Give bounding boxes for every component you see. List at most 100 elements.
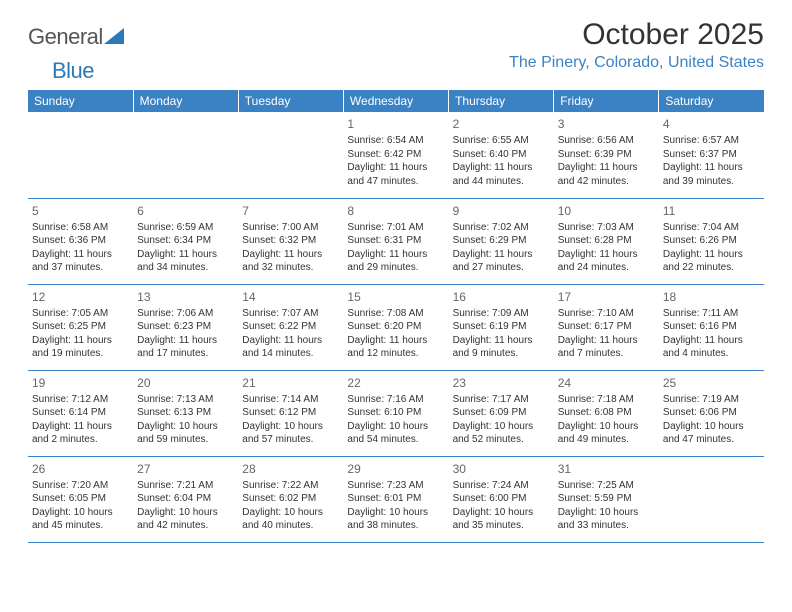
calendar-day-cell: 28 Sunrise: 7:22 AMSunset: 6:02 PMDayligh… xyxy=(238,456,343,542)
sunset-line: Sunset: 6:20 PM xyxy=(347,320,444,334)
daylight-line: Daylight: 11 hours and 7 minutes. xyxy=(558,334,655,361)
weekday-header: Monday xyxy=(133,90,238,112)
daylight-line: Daylight: 11 hours and 12 minutes. xyxy=(347,334,444,361)
day-number: 20 xyxy=(137,375,234,391)
logo: General xyxy=(28,24,126,50)
sunset-line: Sunset: 6:06 PM xyxy=(663,406,760,420)
day-number: 25 xyxy=(663,375,760,391)
logo-triangle-icon xyxy=(104,28,124,49)
calendar-week-row: 5Sunrise: 6:58 AMSunset: 6:36 PMDaylight… xyxy=(28,198,764,284)
daylight-line: Daylight: 10 hours and 57 minutes. xyxy=(242,420,339,447)
calendar-day-cell: 19Sunrise: 7:12 AMSunset: 6:14 PMDayligh… xyxy=(28,370,133,456)
day-number: 9 xyxy=(453,203,550,219)
daylight-line: Daylight: 11 hours and 17 minutes. xyxy=(137,334,234,361)
sunrise-line: Sunrise: 7:22 AM xyxy=(242,479,339,493)
calendar-week-row: 12Sunrise: 7:05 AMSunset: 6:25 PMDayligh… xyxy=(28,284,764,370)
calendar-day-cell xyxy=(659,456,764,542)
day-number: 16 xyxy=(453,289,550,305)
sunrise-line: Sunrise: 7:13 AM xyxy=(137,393,234,407)
calendar-day-cell: 20 Sunrise: 7:13 AMSunset: 6:13 PMDayligh… xyxy=(133,370,238,456)
logo-text-blue: Blue xyxy=(52,58,94,83)
calendar-day-cell: 9Sunrise: 7:02 AMSunset: 6:29 PMDaylight… xyxy=(449,198,554,284)
daylight-line: Daylight: 11 hours and 42 minutes. xyxy=(558,161,655,188)
calendar-day-cell: 1Sunrise: 6:54 AMSunset: 6:42 PMDaylight… xyxy=(343,112,448,198)
day-number: 28 xyxy=(242,461,339,477)
calendar-day-cell: 7 Sunrise: 7:00 AMSunset: 6:32 PMDaylight… xyxy=(238,198,343,284)
calendar-day-cell xyxy=(133,112,238,198)
day-number: 5 xyxy=(32,203,129,219)
daylight-line: Daylight: 11 hours and 22 minutes. xyxy=(663,248,760,275)
sunset-line: Sunset: 6:23 PM xyxy=(137,320,234,334)
sunrise-line: Sunrise: 7:19 AM xyxy=(663,393,760,407)
calendar-day-cell: 22Sunrise: 7:16 AMSunset: 6:10 PMDayligh… xyxy=(343,370,448,456)
daylight-line: Daylight: 11 hours and 9 minutes. xyxy=(453,334,550,361)
sunrise-line: Sunrise: 7:25 AM xyxy=(558,479,655,493)
day-number: 13 xyxy=(137,289,234,305)
sunset-line: Sunset: 6:31 PM xyxy=(347,234,444,248)
daylight-line: Daylight: 10 hours and 42 minutes. xyxy=(137,506,234,533)
daylight-line: Daylight: 11 hours and 24 minutes. xyxy=(558,248,655,275)
sunset-line: Sunset: 6:09 PM xyxy=(453,406,550,420)
logo-text-general: General xyxy=(28,24,103,50)
day-number: 3 xyxy=(558,116,655,132)
sunset-line: Sunset: 6:22 PM xyxy=(242,320,339,334)
daylight-line: Daylight: 10 hours and 45 minutes. xyxy=(32,506,129,533)
calendar-day-cell: 31Sunrise: 7:25 AMSunset: 5:59 PMDayligh… xyxy=(554,456,659,542)
sunrise-line: Sunrise: 7:06 AM xyxy=(137,307,234,321)
day-number: 2 xyxy=(453,116,550,132)
sunrise-line: Sunrise: 7:08 AM xyxy=(347,307,444,321)
sunset-line: Sunset: 6:29 PM xyxy=(453,234,550,248)
day-number: 21 xyxy=(242,375,339,391)
daylight-line: Daylight: 10 hours and 33 minutes. xyxy=(558,506,655,533)
sunrise-line: Sunrise: 7:02 AM xyxy=(453,221,550,235)
calendar-day-cell: 27Sunrise: 7:21 AMSunset: 6:04 PMDayligh… xyxy=(133,456,238,542)
sunrise-line: Sunrise: 7:00 AM xyxy=(242,221,339,235)
calendar-day-cell: 26Sunrise: 7:20 AMSunset: 6:05 PMDayligh… xyxy=(28,456,133,542)
sunrise-line: Sunrise: 7:14 AM xyxy=(242,393,339,407)
sunset-line: Sunset: 6:25 PM xyxy=(32,320,129,334)
sunrise-line: Sunrise: 6:57 AM xyxy=(663,134,760,148)
sunset-line: Sunset: 6:05 PM xyxy=(32,492,129,506)
daylight-line: Daylight: 10 hours and 54 minutes. xyxy=(347,420,444,447)
day-number: 19 xyxy=(32,375,129,391)
calendar-day-cell: 16Sunrise: 7:09 AMSunset: 6:19 PMDayligh… xyxy=(449,284,554,370)
daylight-line: Daylight: 11 hours and 47 minutes. xyxy=(347,161,444,188)
daylight-line: Daylight: 10 hours and 35 minutes. xyxy=(453,506,550,533)
sunset-line: Sunset: 6:37 PM xyxy=(663,148,760,162)
sunrise-line: Sunrise: 6:58 AM xyxy=(32,221,129,235)
daylight-line: Daylight: 11 hours and 39 minutes. xyxy=(663,161,760,188)
sunrise-line: Sunrise: 7:09 AM xyxy=(453,307,550,321)
day-number: 14 xyxy=(242,289,339,305)
sunrise-line: Sunrise: 7:23 AM xyxy=(347,479,444,493)
sunset-line: Sunset: 6:16 PM xyxy=(663,320,760,334)
day-number: 29 xyxy=(347,461,444,477)
daylight-line: Daylight: 10 hours and 40 minutes. xyxy=(242,506,339,533)
weekday-header: Friday xyxy=(554,90,659,112)
calendar-day-cell: 4Sunrise: 6:57 AMSunset: 6:37 PMDaylight… xyxy=(659,112,764,198)
daylight-line: Daylight: 11 hours and 44 minutes. xyxy=(453,161,550,188)
daylight-line: Daylight: 11 hours and 29 minutes. xyxy=(347,248,444,275)
weekday-header: Sunday xyxy=(28,90,133,112)
sunrise-line: Sunrise: 6:55 AM xyxy=(453,134,550,148)
month-title: October 2025 xyxy=(509,18,764,52)
daylight-line: Daylight: 11 hours and 19 minutes. xyxy=(32,334,129,361)
weekday-header: Thursday xyxy=(449,90,554,112)
calendar-day-cell: 29Sunrise: 7:23 AMSunset: 6:01 PMDayligh… xyxy=(343,456,448,542)
daylight-line: Daylight: 10 hours and 59 minutes. xyxy=(137,420,234,447)
sunset-line: Sunset: 6:00 PM xyxy=(453,492,550,506)
day-number: 11 xyxy=(663,203,760,219)
sunset-line: Sunset: 6:32 PM xyxy=(242,234,339,248)
day-number: 7 xyxy=(242,203,339,219)
sunset-line: Sunset: 6:02 PM xyxy=(242,492,339,506)
day-number: 27 xyxy=(137,461,234,477)
day-number: 15 xyxy=(347,289,444,305)
daylight-line: Daylight: 11 hours and 37 minutes. xyxy=(32,248,129,275)
calendar-day-cell: 6Sunrise: 6:59 AMSunset: 6:34 PMDaylight… xyxy=(133,198,238,284)
sunset-line: Sunset: 6:01 PM xyxy=(347,492,444,506)
calendar-week-row: 26Sunrise: 7:20 AMSunset: 6:05 PMDayligh… xyxy=(28,456,764,542)
day-number: 26 xyxy=(32,461,129,477)
sunset-line: Sunset: 6:13 PM xyxy=(137,406,234,420)
calendar-day-cell: 17Sunrise: 7:10 AMSunset: 6:17 PMDayligh… xyxy=(554,284,659,370)
daylight-line: Daylight: 11 hours and 32 minutes. xyxy=(242,248,339,275)
sunset-line: Sunset: 6:12 PM xyxy=(242,406,339,420)
